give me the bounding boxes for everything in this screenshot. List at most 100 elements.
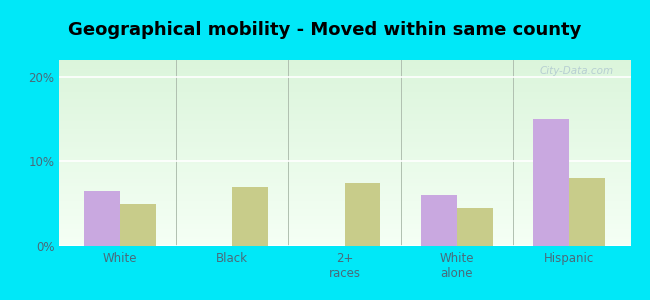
Bar [58,240,630,242]
Bar [58,211,630,212]
Bar [84,191,120,246]
Bar [58,118,630,119]
Bar [58,242,630,244]
Bar [58,151,630,153]
Bar [58,233,630,235]
Bar [58,77,630,79]
Bar [58,220,630,222]
Bar [58,136,630,138]
Bar [58,79,630,80]
Bar [58,218,630,220]
Bar [58,71,630,73]
Bar [58,149,630,151]
Bar [533,119,569,246]
Bar [58,97,630,99]
Bar [58,60,630,62]
Bar [58,212,630,214]
Bar [58,188,630,190]
Bar [58,64,630,66]
Bar [58,82,630,84]
Bar [58,183,630,184]
Bar [58,238,630,240]
Bar [58,125,630,127]
Bar [58,181,630,183]
Bar [58,105,630,106]
Bar [58,227,630,229]
Bar [344,183,380,246]
Bar [58,110,630,112]
Bar [58,172,630,173]
Bar [58,170,630,172]
Bar [58,207,630,209]
Text: City-Data.com: City-Data.com [540,66,614,76]
Bar [58,86,630,88]
Bar [58,66,630,68]
Bar [58,92,630,94]
Bar [232,187,268,246]
Bar [58,108,630,110]
Bar [58,205,630,207]
Bar [58,90,630,92]
Bar [58,133,630,134]
Bar [58,69,630,71]
Bar [58,190,630,192]
Bar [58,198,630,200]
Bar [58,80,630,82]
Bar [58,73,630,75]
Bar [58,112,630,114]
Bar [58,179,630,181]
Bar [58,235,630,237]
Bar [58,84,630,86]
Bar [58,164,630,166]
Bar [58,134,630,136]
Bar [58,159,630,161]
Bar [58,62,630,64]
Bar [58,214,630,216]
Bar [58,231,630,233]
Bar [58,184,630,187]
Bar [58,173,630,175]
Bar [58,222,630,224]
Bar [58,122,630,123]
Bar [58,116,630,118]
Bar [58,131,630,133]
Bar [421,195,457,246]
Bar [58,103,630,105]
Bar [58,160,630,162]
Bar [58,99,630,101]
Bar [58,203,630,205]
Bar [58,114,630,116]
Bar [58,177,630,179]
Bar [58,106,630,108]
Bar [58,123,630,125]
Bar [58,157,630,159]
Bar [58,138,630,140]
Bar [58,153,630,155]
Bar [58,119,630,122]
Bar [58,194,630,196]
Bar [58,237,630,239]
Bar [58,226,630,227]
Text: Geographical mobility - Moved within same county: Geographical mobility - Moved within sam… [68,21,582,39]
Bar [58,127,630,129]
Bar [58,75,630,77]
Bar [58,95,630,97]
Bar [58,192,630,194]
Bar [58,244,630,246]
Bar [58,201,630,203]
Bar [58,142,630,144]
Bar [58,168,630,170]
Bar [58,146,630,147]
Bar [58,144,630,146]
Bar [569,178,604,246]
Bar [58,68,630,69]
Bar [58,175,630,177]
Bar [58,147,630,149]
Bar [58,166,630,168]
Bar [58,209,630,211]
Bar [58,229,630,231]
Bar [58,216,630,218]
Bar [457,208,493,246]
Bar [120,204,156,246]
Bar [58,101,630,103]
